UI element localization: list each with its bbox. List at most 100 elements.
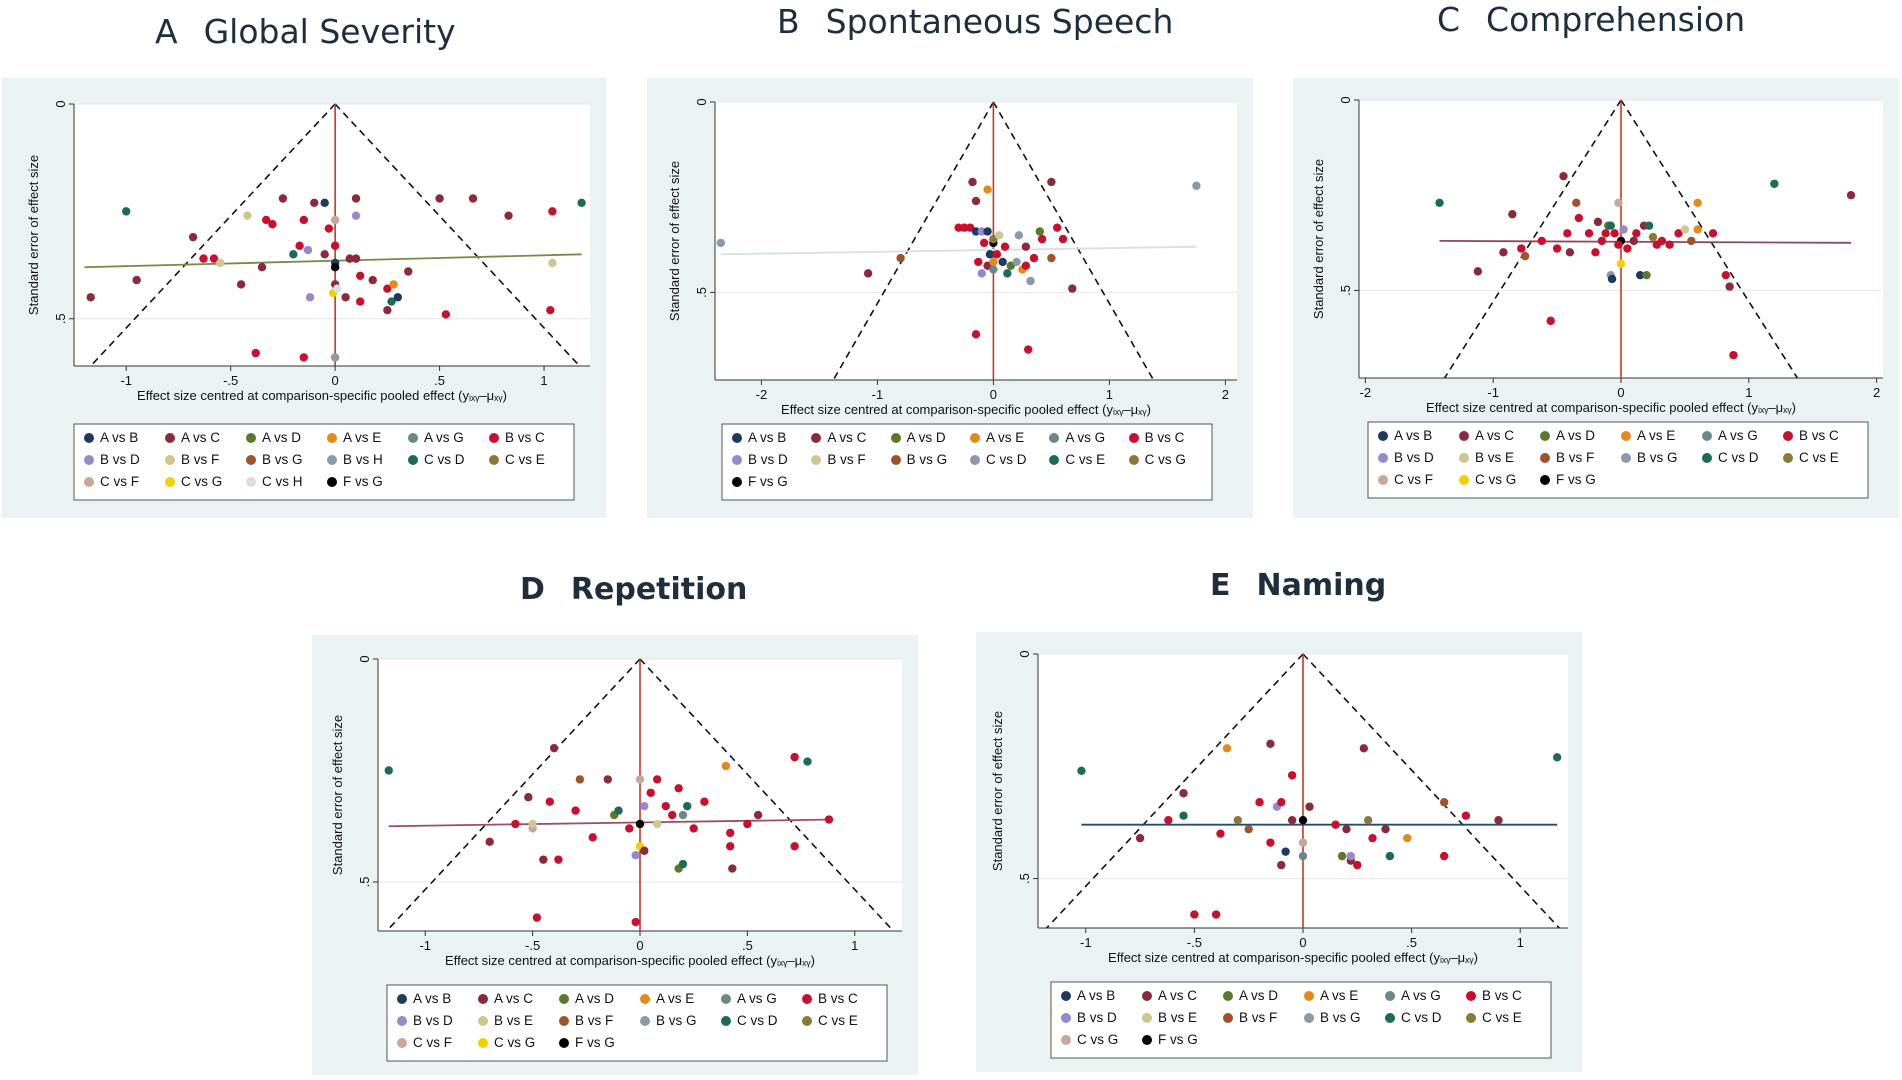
legend-marker <box>246 476 256 487</box>
x-tick-label: -.5 <box>525 938 540 953</box>
legend-label: B vs G <box>906 452 948 467</box>
legend-marker <box>327 432 337 443</box>
data-point <box>803 757 812 766</box>
data-point <box>977 227 986 236</box>
data-point <box>1331 820 1340 829</box>
data-point <box>1846 191 1856 200</box>
x-tick-label: 0 <box>636 938 643 953</box>
legend-item: C vs E <box>1783 450 1839 465</box>
data-point <box>1353 860 1362 870</box>
data-point <box>435 194 444 203</box>
legend-marker <box>1621 430 1631 441</box>
x-tick-label: 0 <box>990 387 997 402</box>
data-point <box>1047 253 1056 263</box>
panel-a-name: Global Severity <box>203 12 456 51</box>
legend-marker <box>721 993 731 1004</box>
data-point <box>368 275 377 285</box>
legend-item: B vs G <box>640 1013 697 1028</box>
legend-item: B vs F <box>559 1013 613 1028</box>
legend-marker <box>1128 432 1139 443</box>
x-tick-label: -.5 <box>223 373 238 388</box>
legend-label: A vs C <box>1158 988 1198 1003</box>
data-point <box>824 815 834 824</box>
legend-item: B vs G <box>246 452 303 467</box>
legend-label: B vs F <box>1239 1010 1278 1025</box>
legend-marker <box>802 993 812 1004</box>
legend-marker <box>721 1015 731 1026</box>
data-point <box>324 224 334 233</box>
legend-item: A vs G <box>1049 430 1105 445</box>
legend-label: C vs G <box>1475 472 1517 487</box>
data-point <box>1021 261 1031 270</box>
data-point <box>1164 815 1173 825</box>
legend-label: C vs E <box>818 1013 858 1028</box>
legend-marker <box>84 476 94 487</box>
funnel-left-line <box>1443 99 1622 379</box>
data-point <box>652 775 662 784</box>
legend-marker <box>489 454 499 465</box>
data-point <box>1607 274 1617 284</box>
legend-item: B vs C <box>1783 428 1839 443</box>
legend-item: A vs E <box>1621 428 1675 443</box>
legend-item: C vs D <box>408 452 465 467</box>
legend-marker <box>1378 430 1388 441</box>
funnel-left-line <box>1046 653 1304 929</box>
legend-marker <box>327 476 337 487</box>
data-point <box>389 280 398 289</box>
data-point <box>1439 798 1449 807</box>
data-point <box>1222 744 1232 753</box>
data-point <box>1216 829 1225 838</box>
legend-item: C vs D <box>970 452 1027 467</box>
x-tick-label: .5 <box>1406 935 1417 950</box>
data-point <box>1644 221 1654 230</box>
y-axis-label: Standard error of effect size <box>26 155 41 315</box>
data-point <box>356 297 365 306</box>
data-point <box>1058 234 1068 244</box>
data-point <box>1708 229 1718 238</box>
legend-label: C vs D <box>424 452 465 467</box>
legend-label: A vs C <box>827 430 867 445</box>
data-point <box>1026 276 1035 286</box>
legend-item: A vs D <box>246 430 301 445</box>
funnel-plot-c: -2 -1 0 1 2 0 .5 Effect size centred at compari… <box>1293 78 1899 518</box>
x-tick-label: -1 <box>120 373 132 388</box>
x-axis-label: Effect size centred at comparison-specif… <box>781 402 1151 417</box>
x-tick-label: 2 <box>1222 387 1229 402</box>
data-point <box>1657 236 1667 246</box>
legend-item: A vs D <box>890 430 946 445</box>
x-tick-label: .5 <box>434 373 445 388</box>
legend-marker <box>1061 990 1071 1001</box>
legend-marker <box>1783 452 1793 463</box>
legend-item: C vs D <box>1702 450 1759 465</box>
data-point <box>1439 851 1449 861</box>
legend-item: A vs G <box>408 430 464 445</box>
legend-item: C vs E <box>1466 1010 1522 1025</box>
legend-item: B vs C <box>1128 430 1184 445</box>
legend-item: C vs D <box>721 1013 778 1028</box>
legend-item: A vs E <box>1304 988 1358 1003</box>
funnel-plot-b: -2 -1 0 1 2 0 .5 Effect size centred at compari… <box>647 78 1253 518</box>
legend-item: A vs B <box>1061 988 1115 1003</box>
legend-marker <box>640 1015 650 1026</box>
data-point <box>974 257 983 267</box>
legend-item: C vs F <box>397 1035 452 1050</box>
legend-label: B vs E <box>1158 1010 1198 1025</box>
legend-label: C vs E <box>1065 452 1106 467</box>
data-point <box>1619 225 1628 234</box>
panel-c-letter: C <box>1437 0 1461 39</box>
data-point <box>1037 234 1047 244</box>
data-point <box>1287 815 1297 825</box>
legend-label: C vs G <box>1144 452 1186 467</box>
data-point <box>387 297 396 306</box>
legend-marker <box>1061 1012 1071 1023</box>
data-point <box>1435 198 1444 208</box>
data-point <box>652 819 662 829</box>
x-tick-label: .5 <box>742 938 753 953</box>
legend-marker <box>1540 452 1550 463</box>
data-point <box>122 207 131 216</box>
data-point <box>1572 198 1581 208</box>
data-point <box>261 215 271 225</box>
legend-label: B vs F <box>827 452 866 467</box>
y-tick-label: .5 <box>1017 873 1032 884</box>
